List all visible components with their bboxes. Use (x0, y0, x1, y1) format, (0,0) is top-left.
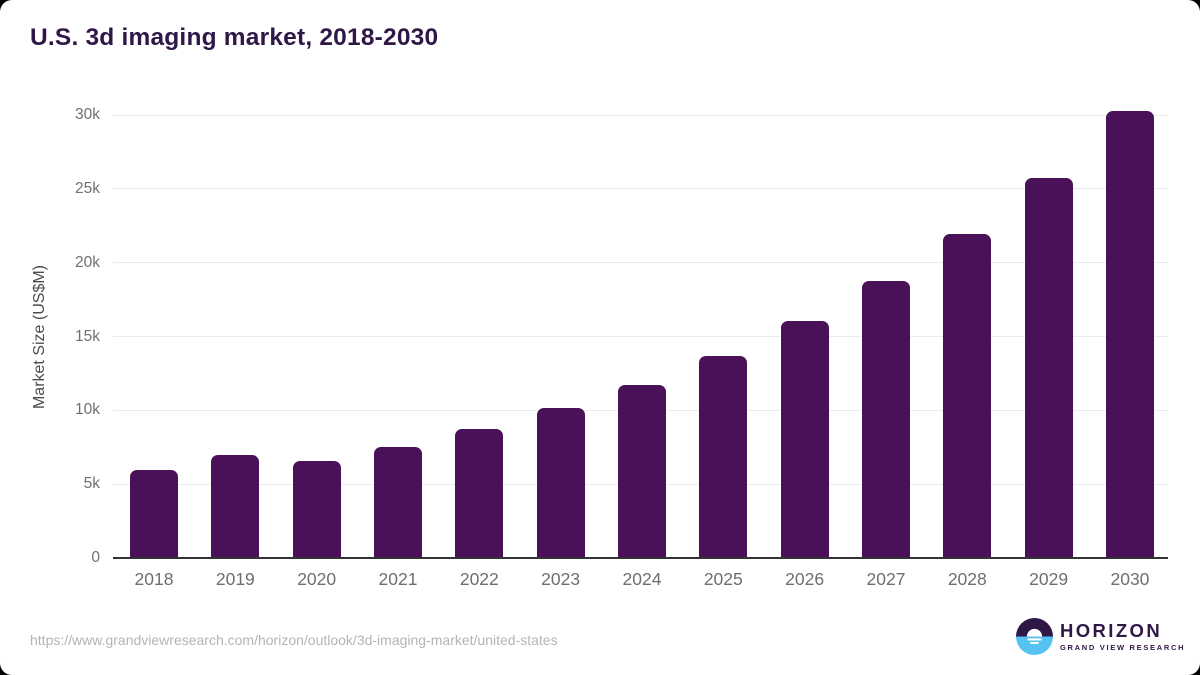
y-tick-label: 10k (75, 401, 100, 419)
x-axis-line (113, 557, 1168, 559)
logo-brand: HORIZON (1060, 620, 1163, 641)
y-tick-label: 25k (75, 179, 100, 197)
bar-2026 (780, 320, 829, 558)
bar-2020 (292, 460, 341, 558)
gridline-15k (113, 336, 1168, 337)
logo-subbrand: GRAND VIEW RESEARCH (1060, 642, 1186, 652)
y-tick-label: 0 (91, 549, 100, 566)
bar-2027 (861, 280, 910, 558)
x-tick-label: 2018 (134, 569, 174, 589)
y-tick-label: 20k (75, 253, 100, 271)
y-tick-label: 5k (83, 475, 100, 493)
x-tick-label: 2019 (215, 569, 255, 589)
x-tick-label: 2024 (622, 569, 662, 589)
x-tick-label: 2021 (378, 569, 418, 589)
y-tick-label: 15k (75, 327, 100, 345)
bar-2021 (373, 447, 422, 558)
bar-2023 (536, 408, 585, 558)
x-tick-label: 2022 (459, 569, 499, 589)
x-tick-label: 2023 (541, 569, 581, 589)
bar-2025 (699, 356, 748, 558)
bar-2018 (130, 470, 178, 558)
x-tick-label: 2029 (1029, 569, 1069, 589)
x-tick-label: 2028 (947, 569, 987, 589)
x-tick-label: 2027 (866, 569, 906, 589)
bar-2019 (211, 454, 260, 558)
x-tick-label: 2030 (1110, 569, 1150, 589)
gridline-25k (113, 188, 1168, 190)
gridline-20k (113, 262, 1168, 264)
bar-2024 (617, 384, 666, 558)
x-tick-label: 2026 (785, 569, 825, 589)
bar-2022 (455, 429, 504, 558)
horizon-sun-icon (1016, 618, 1053, 655)
bar-2028 (943, 233, 992, 558)
horizon-logo: HORIZON GRAND VIEW RESEARCH (1016, 618, 1185, 655)
logo-text: HORIZON GRAND VIEW RESEARCH (1060, 620, 1186, 652)
source-url: https://www.grandviewresearch.com/horizo… (30, 632, 558, 648)
chart-title: U.S. 3d imaging market, 2018-2030 (30, 24, 439, 51)
x-tick-label: 2025 (703, 569, 743, 589)
x-tick-label: 2020 (297, 569, 337, 589)
bar-2029 (1024, 177, 1073, 558)
bar-2030 (1105, 110, 1154, 558)
y-tick-label: 30k (75, 106, 100, 123)
gridline-30k (113, 114, 1168, 116)
